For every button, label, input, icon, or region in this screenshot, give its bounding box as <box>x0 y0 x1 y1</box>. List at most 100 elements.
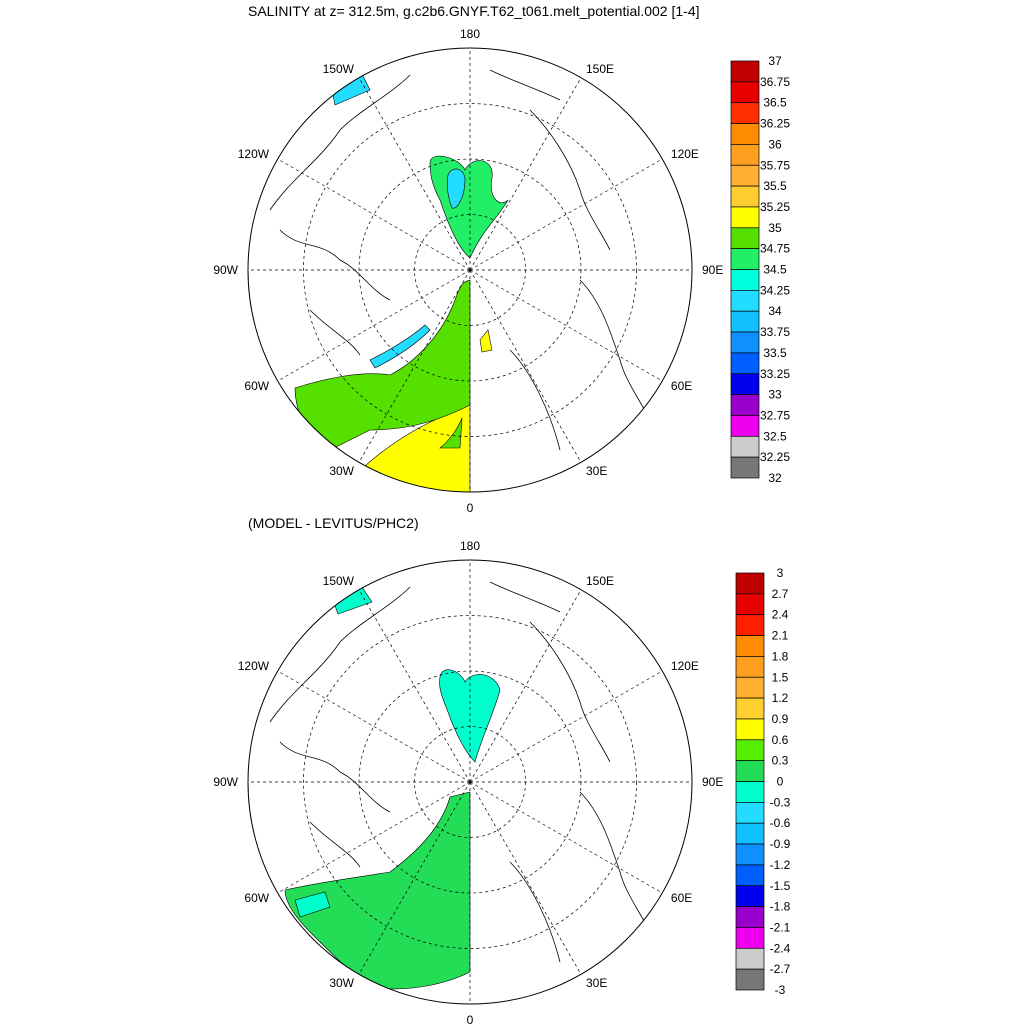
colorbar-label: 0.9 <box>772 712 789 726</box>
meridian-300 <box>277 269 471 382</box>
coastline <box>529 109 611 251</box>
polar-map-salinity: 180 150W 150E 120W 120E 90W 90E 60W 60E 30W 30E 0 <box>213 27 723 515</box>
longitude-label: 180 <box>460 539 480 553</box>
contour-fill-north-atlantic-shelf <box>479 329 493 353</box>
coastline <box>309 821 361 868</box>
colorbar-swatch <box>730 331 760 354</box>
colorbar-label: 33 <box>768 388 782 402</box>
colorbar-label: 34.5 <box>763 263 787 277</box>
meridian-30 <box>469 781 582 975</box>
colorbar-swatch <box>735 635 765 657</box>
colorbar-swatch <box>735 822 765 845</box>
coastline <box>279 741 391 813</box>
contour-fill-atlantic-diff <box>284 791 471 990</box>
longitude-label: 0 <box>467 501 474 515</box>
colorbar-swatch <box>730 290 760 312</box>
longitude-label: 150W <box>323 62 355 76</box>
colorbar-swatch <box>735 676 765 699</box>
coastline <box>269 74 411 211</box>
colorbar-label: 33.75 <box>760 325 790 339</box>
colorbar-swatch <box>730 373 760 395</box>
colorbar-label: 34.25 <box>760 283 790 297</box>
colorbar-swatch <box>735 718 765 741</box>
map-contents <box>248 560 692 1004</box>
colorbar-label: 2.4 <box>772 608 789 622</box>
colorbar-label: 33.5 <box>763 346 787 360</box>
colorbar-label: 1.2 <box>772 691 789 705</box>
longitude-label: 180 <box>460 27 480 41</box>
longitude-label: 30E <box>586 464 607 478</box>
plot-title-difference: (MODEL - LEVITUS/PHC2) <box>248 515 419 531</box>
colorbar-swatch <box>730 123 760 145</box>
colorbar-label: -2.1 <box>770 920 791 934</box>
colorbar-label: -1.2 <box>770 858 791 872</box>
colorbar-label: 1.5 <box>772 670 789 684</box>
longitude-label: 30E <box>586 976 607 990</box>
longitude-label: 120W <box>238 147 270 161</box>
colorbar-label: 32 <box>768 471 782 485</box>
longitude-label: 30W <box>329 464 354 478</box>
colorbar-swatch <box>735 947 765 970</box>
colorbar-swatch <box>730 81 760 104</box>
colorbar-swatch <box>735 927 765 949</box>
meridian-30 <box>469 269 582 463</box>
colorbar-label: 3 <box>777 566 784 580</box>
colorbar-swatch <box>730 248 760 270</box>
colorbar-swatch <box>730 415 760 437</box>
colorbar-label: -0.6 <box>770 816 791 830</box>
map-contents <box>248 48 692 492</box>
colorbar-swatch <box>735 614 765 636</box>
map-boundary <box>247 47 693 493</box>
coastline <box>579 791 651 933</box>
longitude-label: 150E <box>586 62 614 76</box>
meridian-120 <box>469 670 663 783</box>
colorbar-swatch <box>730 102 760 124</box>
longitude-label: 90E <box>702 775 723 789</box>
colorbar-label: 35.75 <box>760 158 790 172</box>
colorbar-label: 34 <box>768 304 782 318</box>
colorbar-label: 35 <box>768 221 782 235</box>
colorbar-swatch <box>730 144 760 166</box>
meridian-240 <box>277 158 471 271</box>
colorbar-swatch <box>735 781 765 803</box>
coastline <box>269 586 411 723</box>
colorbar-swatch <box>735 593 765 616</box>
colorbar-swatch <box>730 435 760 458</box>
colorbar-label: -3 <box>775 983 786 997</box>
longitude-label: 90E <box>702 263 723 277</box>
colorbar-label: 0.6 <box>772 733 789 747</box>
coastline <box>489 581 561 613</box>
contour-fill-baffin-fringe <box>369 324 431 369</box>
colorbar-swatch <box>735 656 765 678</box>
colorbar-swatch <box>730 456 760 479</box>
colorbar-label: 0 <box>777 775 784 789</box>
longitude-label: 90W <box>213 775 238 789</box>
parallel-60 <box>303 615 637 949</box>
colorbar-label: 1.8 <box>772 649 789 663</box>
longitude-label: 120W <box>238 659 270 673</box>
longitude-label: 120E <box>671 147 699 161</box>
coastline <box>579 279 651 421</box>
colorbar-label: 32.75 <box>760 408 790 422</box>
meridian-210 <box>358 589 471 783</box>
colorbar-swatch <box>730 394 760 416</box>
colorbar-label: -0.3 <box>770 795 791 809</box>
colorbar-label: -1.5 <box>770 879 791 893</box>
longitude-label: 60E <box>671 379 692 393</box>
colorbar-label: 2.1 <box>772 629 789 643</box>
longitude-label: 120E <box>671 659 699 673</box>
colorbar-label: 35.25 <box>760 200 790 214</box>
colorbar-swatch <box>735 760 765 782</box>
colorbar-label: 0.3 <box>772 754 789 768</box>
colorbar-swatch <box>735 864 765 887</box>
colorbar-label: 2.7 <box>772 587 789 601</box>
contour-fill-norwegian-sea-water <box>439 417 463 449</box>
colorbar-swatch <box>730 164 760 187</box>
colorbar-swatch <box>730 60 760 83</box>
meridian-240 <box>277 670 471 783</box>
coastline <box>509 349 561 451</box>
longitude-label: 150E <box>586 574 614 588</box>
longitude-label: 0 <box>467 1013 474 1024</box>
coastline <box>489 69 561 101</box>
